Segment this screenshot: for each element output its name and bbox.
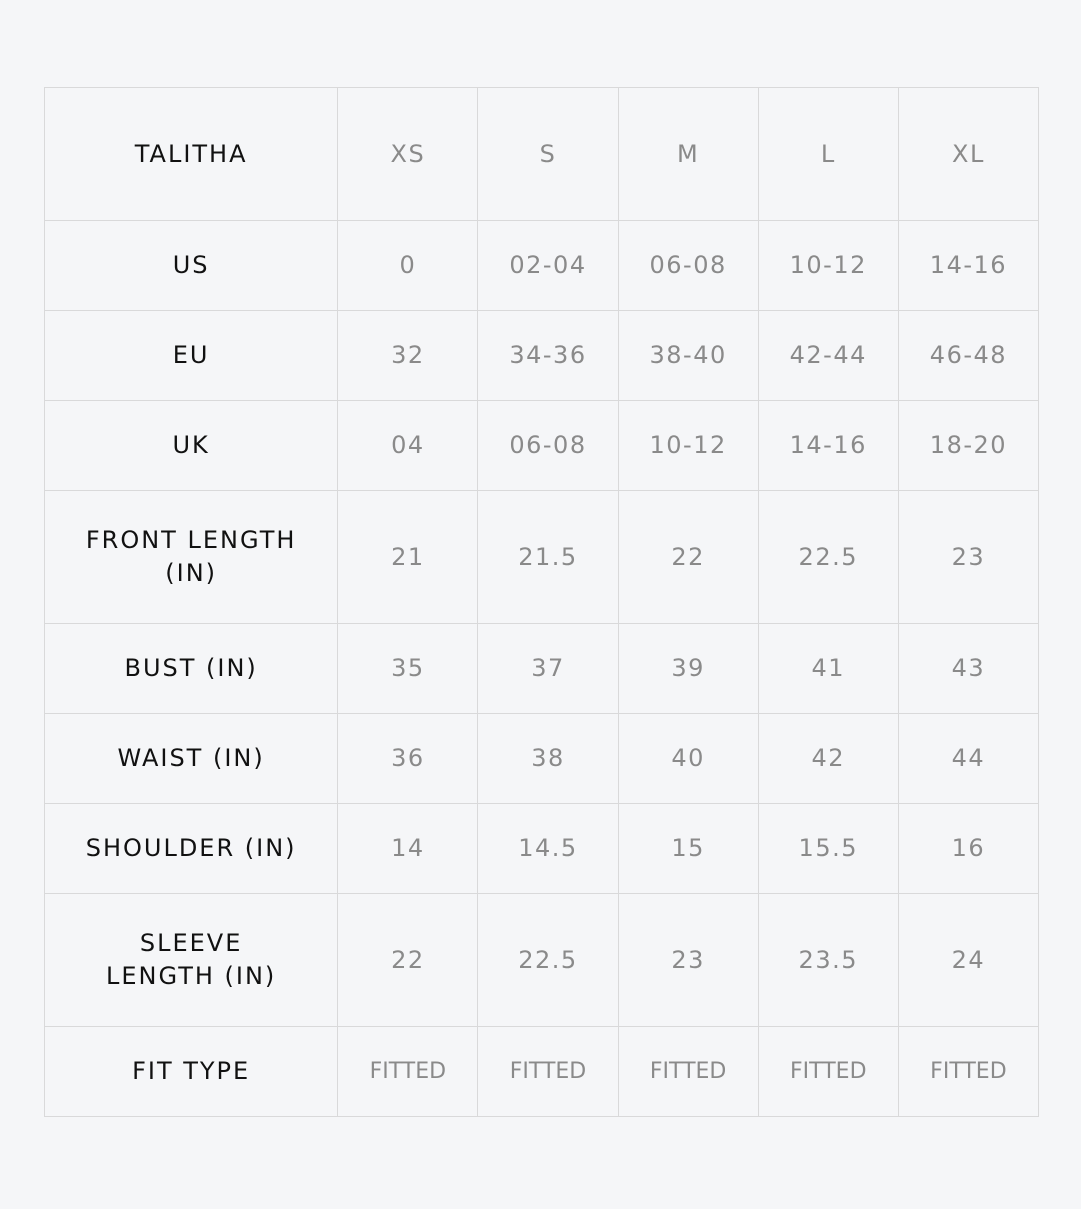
size-header-m: M	[617, 87, 759, 221]
table-cell: 23	[897, 490, 1040, 624]
header-row: TALITHA XS S M L XL	[43, 87, 1040, 221]
table-cell: FITTED	[897, 1026, 1040, 1117]
size-chart-table: TALITHA XS S M L XL US 0 02-04 06-08 10-12 14…	[43, 87, 1040, 1117]
table-row: EU 32 34-36 38-40 42-44 46-48	[43, 310, 1040, 401]
table-cell: FITTED	[337, 1026, 479, 1117]
table-row: BUST (IN) 35 37 39 41 43	[43, 623, 1040, 714]
table-cell: 42-44	[757, 310, 899, 401]
row-label: BUST (IN)	[43, 623, 339, 714]
table-cell: 24	[897, 893, 1040, 1027]
table-cell: 37	[477, 623, 619, 714]
table-cell: 15.5	[757, 803, 899, 894]
table-cell: 10-12	[617, 400, 759, 491]
table-cell: 14-16	[757, 400, 899, 491]
table-cell: 18-20	[897, 400, 1040, 491]
table-cell: 14	[337, 803, 479, 894]
table-cell: 14.5	[477, 803, 619, 894]
size-header-xl: XL	[897, 87, 1040, 221]
table-cell: 06-08	[617, 220, 759, 311]
table-cell: 22	[617, 490, 759, 624]
table-cell: FITTED	[757, 1026, 899, 1117]
table-cell: 40	[617, 713, 759, 804]
table-row: SHOULDER (IN) 14 14.5 15 15.5 16	[43, 803, 1040, 894]
table-cell: FITTED	[617, 1026, 759, 1117]
table-cell: 41	[757, 623, 899, 714]
table-cell: 02-04	[477, 220, 619, 311]
table-row: US 0 02-04 06-08 10-12 14-16	[43, 220, 1040, 311]
table-row: UK 04 06-08 10-12 14-16 18-20	[43, 400, 1040, 491]
table-cell: 21	[337, 490, 479, 624]
table-row: FRONT LENGTH (IN) 21 21.5 22 22.5 23	[43, 490, 1040, 624]
row-label: SHOULDER (IN)	[43, 803, 339, 894]
table-cell: 38-40	[617, 310, 759, 401]
table-cell: 06-08	[477, 400, 619, 491]
table-cell: FITTED	[477, 1026, 619, 1117]
row-label: FRONT LENGTH (IN)	[43, 490, 339, 624]
size-header-l: L	[757, 87, 899, 221]
size-chart-body: TALITHA XS S M L XL US 0 02-04 06-08 10-12 14…	[43, 87, 1040, 1117]
table-row: SLEEVE LENGTH (IN) 22 22.5 23 23.5 24	[43, 893, 1040, 1027]
table-cell: 21.5	[477, 490, 619, 624]
table-cell: 44	[897, 713, 1040, 804]
row-label: EU	[43, 310, 339, 401]
table-cell: 22.5	[477, 893, 619, 1027]
table-cell: 04	[337, 400, 479, 491]
table-cell: 34-36	[477, 310, 619, 401]
table-cell: 0	[337, 220, 479, 311]
table-cell: 39	[617, 623, 759, 714]
row-label: UK	[43, 400, 339, 491]
size-header-s: S	[477, 87, 619, 221]
table-cell: 10-12	[757, 220, 899, 311]
table-cell: 22.5	[757, 490, 899, 624]
table-row: WAIST (IN) 36 38 40 42 44	[43, 713, 1040, 804]
size-header-xs: XS	[337, 87, 479, 221]
table-cell: 36	[337, 713, 479, 804]
table-cell: 23	[617, 893, 759, 1027]
row-label: WAIST (IN)	[43, 713, 339, 804]
row-label: SLEEVE LENGTH (IN)	[43, 893, 339, 1027]
table-cell: 43	[897, 623, 1040, 714]
table-cell: 23.5	[757, 893, 899, 1027]
table-cell: 15	[617, 803, 759, 894]
table-cell: 38	[477, 713, 619, 804]
row-label: US	[43, 220, 339, 311]
table-cell: 16	[897, 803, 1040, 894]
product-name: TALITHA	[43, 87, 339, 221]
table-cell: 14-16	[897, 220, 1040, 311]
table-cell: 32	[337, 310, 479, 401]
table-cell: 46-48	[897, 310, 1040, 401]
table-cell: 35	[337, 623, 479, 714]
table-cell: 22	[337, 893, 479, 1027]
table-row: FIT TYPE FITTED FITTED FITTED FITTED FITTED	[43, 1026, 1040, 1117]
row-label: FIT TYPE	[43, 1026, 339, 1117]
table-cell: 42	[757, 713, 899, 804]
